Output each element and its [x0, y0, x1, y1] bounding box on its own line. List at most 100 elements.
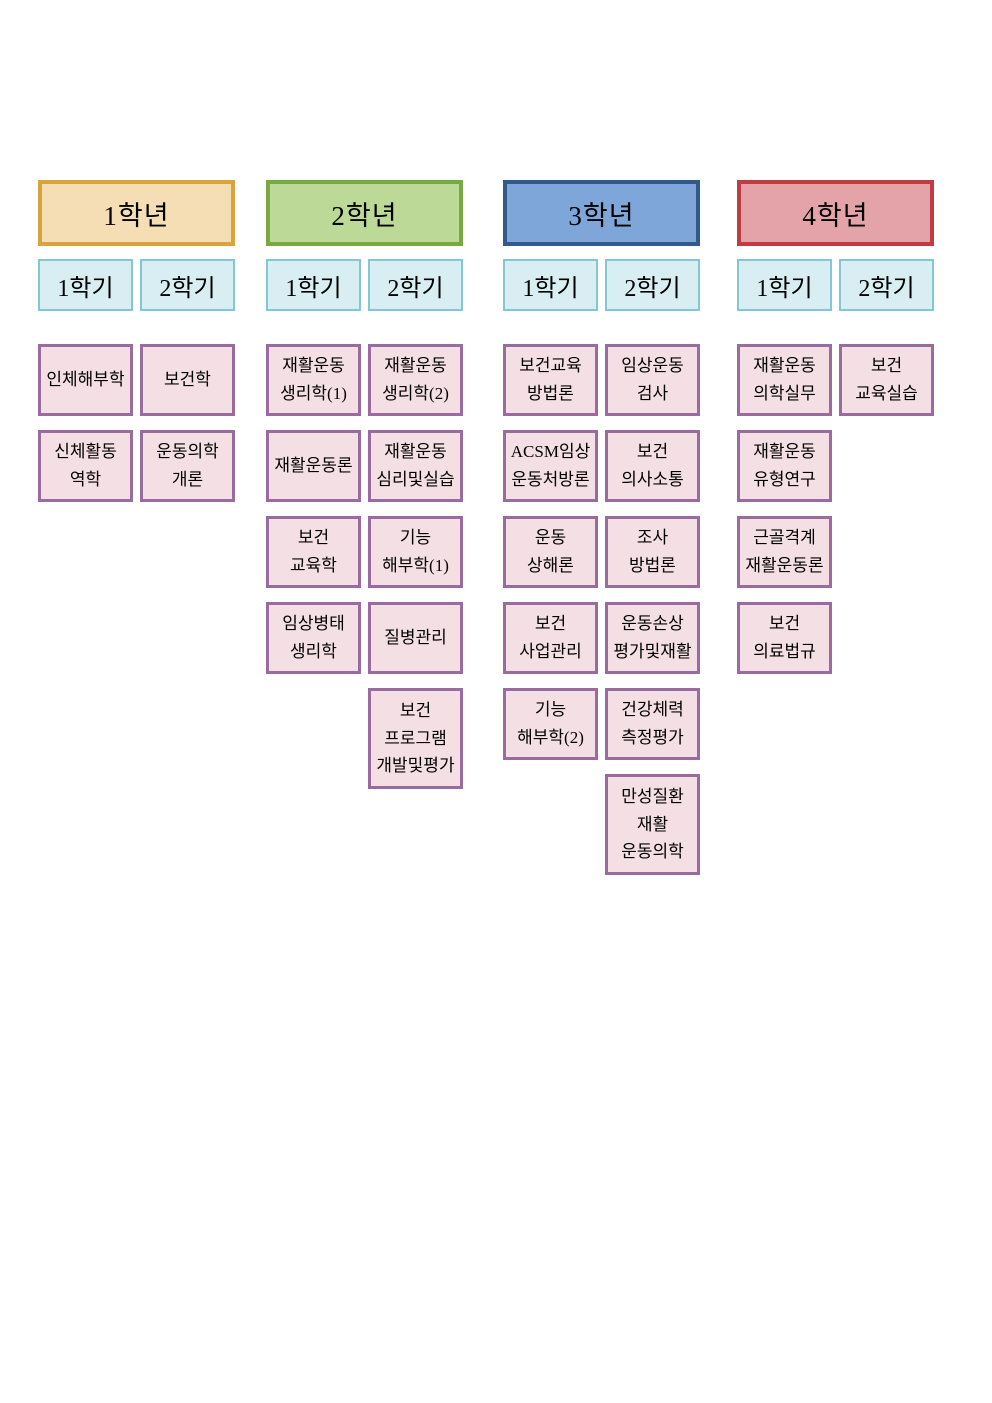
empty-cell [839, 516, 934, 588]
semester-label: 1학기 [522, 275, 579, 302]
course-name-line: 생리학(1) [280, 384, 347, 403]
course-name-line: 해부학(1) [382, 556, 449, 575]
year-label: 4학년 [802, 200, 869, 231]
course-name-line: 재활운동 [753, 356, 816, 376]
semester-row: 1학기 2학기 [38, 259, 235, 311]
course-name-line: 의료법규 [753, 642, 816, 661]
course-row: 임상병태 생리학 질병관리 [266, 602, 463, 674]
course-name-line: 의사소통 [621, 470, 684, 489]
semester-box-1: 1학기 [266, 259, 361, 311]
course-box: 인체해부학 [38, 344, 133, 416]
semester-box-2: 2학기 [839, 259, 934, 311]
semester-label: 2학기 [159, 275, 216, 302]
course-row: 인체해부학 보건학 [38, 344, 235, 416]
course-name-line: 재활운동 [282, 356, 345, 376]
course-name-line: 재활운동 [753, 442, 816, 462]
year-header: 2학년 [266, 180, 463, 246]
course-name-line: 보건 [297, 528, 330, 548]
course-box: 운동 상해론 [503, 516, 598, 588]
course-name-line: 유형연구 [753, 470, 816, 489]
year-label: 1학년 [103, 200, 170, 231]
semester-row: 1학기 2학기 [266, 259, 463, 311]
course-name-line: 의학실무 [753, 384, 816, 403]
course-name-line: ACSM임상 [510, 442, 591, 462]
course-row: 보건교육 방법론 임상운동 검사 [503, 344, 700, 416]
course-name-line: 보건 [534, 614, 567, 634]
course-name-line: 역학 [69, 470, 102, 489]
course-name-line: 평가및재활 [613, 642, 692, 661]
empty-cell [503, 774, 598, 875]
course-name-line: 기능 [534, 700, 567, 720]
year-header: 1학년 [38, 180, 235, 246]
course-box: 재활운동 심리및실습 [368, 430, 463, 502]
semester-box-1: 1학기 [38, 259, 133, 311]
course-box: 조사 방법론 [605, 516, 700, 588]
course-box: 보건 의사소통 [605, 430, 700, 502]
course-rows: 보건교육 방법론 임상운동 검사 ACSM임상 운동처방론 보건 의사소통 운동 상해론 조사 방법론… [503, 344, 700, 875]
course-name-line: 임상운동 [621, 356, 684, 376]
semester-row: 1학기 2학기 [737, 259, 934, 311]
course-name-line: 조사 [636, 528, 669, 548]
semester-label: 2학기 [858, 275, 915, 302]
course-box: 보건교육 방법론 [503, 344, 598, 416]
empty-cell [839, 602, 934, 674]
course-row: 재활운동 생리학(1) 재활운동 생리학(2) [266, 344, 463, 416]
year-label: 2학년 [331, 200, 398, 231]
course-name-line: 근골격계 [753, 528, 816, 548]
course-name-line: 보건 [768, 614, 801, 634]
course-row: 신체활동 역학 운동의학 개론 [38, 430, 235, 502]
course-name-line: 프로그램 [384, 728, 447, 748]
course-name-line: 해부학(2) [517, 728, 584, 747]
empty-cell [839, 430, 934, 502]
semester-box-1: 1학기 [737, 259, 832, 311]
course-row: 근골격계 재활운동론 [737, 516, 934, 588]
course-box: 질병관리 [368, 602, 463, 674]
semester-row: 1학기 2학기 [503, 259, 700, 311]
course-name-line: 측정평가 [621, 728, 684, 747]
year-column-4: 4학년 1학기 2학기 재활운동 의학실무 보건 교육실습 재활운동 유형연구 근골격계 재활운동론… [737, 180, 934, 674]
course-name-line: 만성질환 [621, 787, 684, 807]
semester-box-2: 2학기 [368, 259, 463, 311]
course-name-line: 보건교육 [519, 356, 582, 376]
course-name-line: 임상병태 [282, 614, 345, 634]
course-name-line: 교육실습 [855, 384, 918, 403]
semester-label: 1학기 [756, 275, 813, 302]
course-name-line: 보건 [399, 701, 432, 721]
course-name-line: 보건 [870, 356, 903, 376]
course-rows: 재활운동 생리학(1) 재활운동 생리학(2) 재활운동론 재활운동 심리및실습 보건 교육학 기… [266, 344, 463, 789]
year-column-1: 1학년 1학기 2학기 인체해부학 보건학 신체활동 역학 운동의학 개론 [38, 180, 235, 502]
semester-label: 2학기 [624, 275, 681, 302]
course-box: 운동의학 개론 [140, 430, 235, 502]
course-name-line: 질병관리 [384, 628, 447, 648]
course-box: 보건학 [140, 344, 235, 416]
course-box: 재활운동론 [266, 430, 361, 502]
course-name-line: 재활운동 [384, 356, 447, 376]
course-rows: 인체해부학 보건학 신체활동 역학 운동의학 개론 [38, 344, 235, 502]
course-name-line: 건강체력 [621, 700, 684, 720]
course-name-line: 운동처방론 [511, 470, 590, 489]
semester-label: 1학기 [57, 275, 114, 302]
year-column-2: 2학년 1학기 2학기 재활운동 생리학(1) 재활운동 생리학(2) 재활운동론 재활운동 심리… [266, 180, 463, 789]
year-column-3: 3학년 1학기 2학기 보건교육 방법론 임상운동 검사 ACSM임상 운동처방론 보건 의사소통 운… [503, 180, 700, 875]
year-label: 3학년 [568, 200, 635, 231]
course-name-line: 개발및평가 [376, 756, 455, 776]
course-box: 임상병태 생리학 [266, 602, 361, 674]
course-row: 만성질환 재활 운동의학 [503, 774, 700, 875]
course-box: 운동손상 평가및재활 [605, 602, 700, 674]
course-name-line: 상해론 [527, 556, 574, 575]
course-name-line: 기능 [399, 528, 432, 548]
year-header: 3학년 [503, 180, 700, 246]
course-name-line: 교육학 [290, 556, 337, 575]
semester-label: 2학기 [387, 275, 444, 302]
